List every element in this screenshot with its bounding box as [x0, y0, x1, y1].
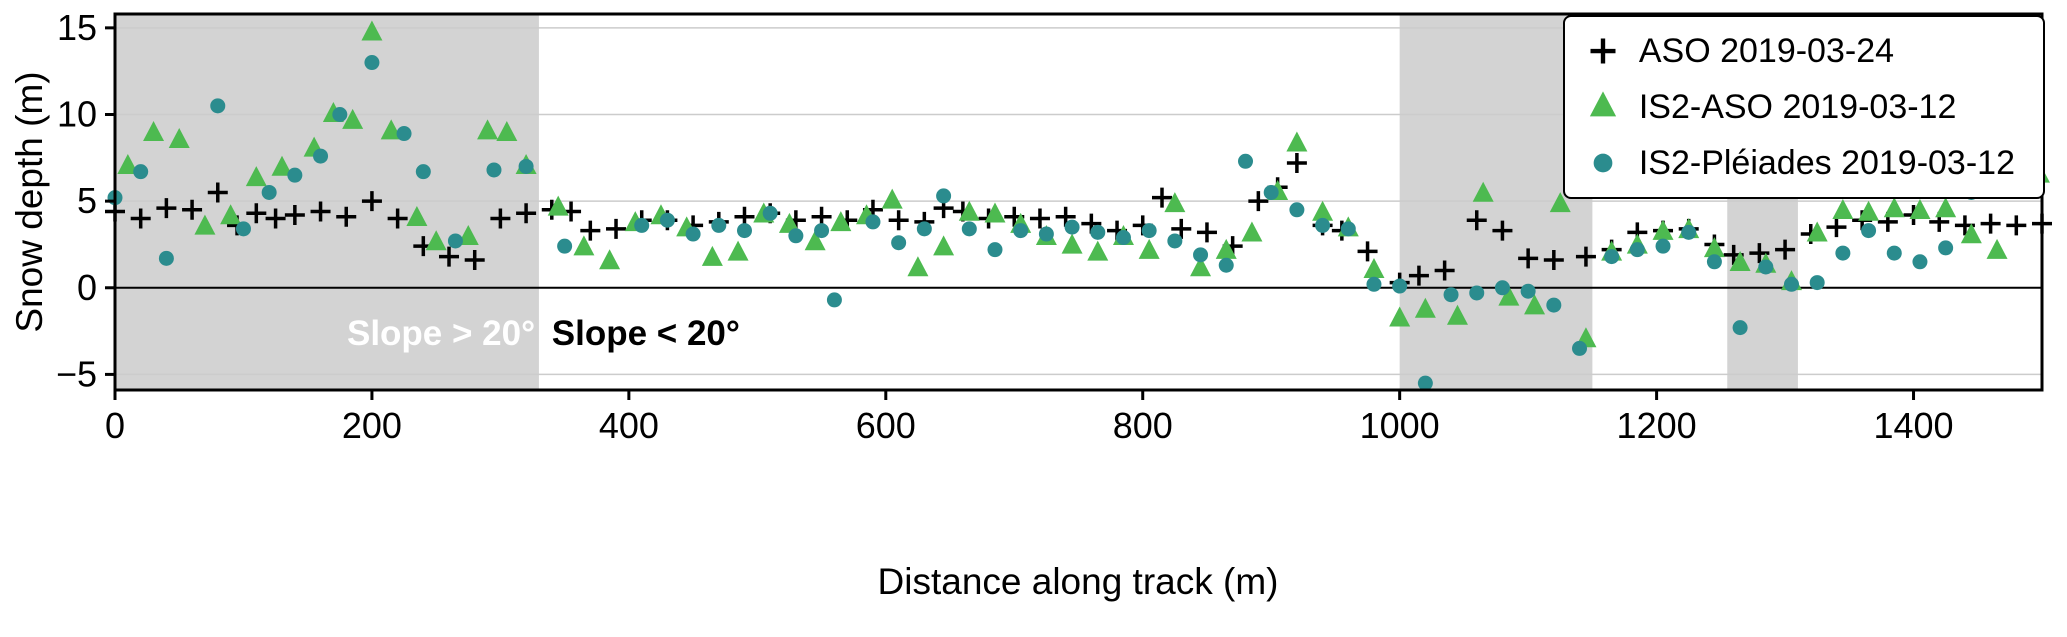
svg-text:0: 0: [77, 267, 97, 308]
svg-text:15: 15: [57, 7, 97, 48]
legend: ASO 2019-03-24 IS2-ASO 2019-03-12 IS2-Pl…: [1562, 15, 2045, 199]
legend-item-is2-pleiades: IS2-Pléiades 2019-03-12: [1579, 135, 2015, 191]
svg-text:1000: 1000: [1360, 405, 1440, 446]
legend-label: IS2-ASO 2019-03-12: [1638, 87, 1957, 126]
legend-item-is2-aso: IS2-ASO 2019-03-12: [1579, 79, 2015, 135]
svg-text:10: 10: [57, 93, 97, 134]
x-axis-label: Distance along track (m): [877, 561, 1279, 602]
svg-text:5: 5: [77, 180, 97, 221]
circle-marker-icon: [1593, 153, 1613, 173]
svg-text:600: 600: [856, 405, 916, 446]
svg-text:1200: 1200: [1617, 405, 1697, 446]
svg-text:800: 800: [1113, 405, 1173, 446]
svg-text:0: 0: [105, 405, 125, 446]
svg-text:Slope < 20°: Slope < 20°: [552, 314, 740, 353]
plus-marker-icon: [1590, 38, 1616, 64]
triangle-marker-icon: [1589, 91, 1616, 117]
svg-text:400: 400: [599, 405, 659, 446]
svg-text:200: 200: [342, 405, 402, 446]
svg-text:1400: 1400: [1873, 405, 1953, 446]
legend-label: IS2-Pléiades 2019-03-12: [1638, 143, 2015, 182]
y-axis-label: Snow depth (m): [9, 71, 50, 333]
legend-item-aso: ASO 2019-03-24: [1579, 23, 2015, 79]
svg-text:Slope > 20°: Slope > 20°: [347, 314, 535, 353]
legend-label: ASO 2019-03-24: [1638, 31, 1895, 70]
svg-text:−5: −5: [56, 353, 97, 394]
